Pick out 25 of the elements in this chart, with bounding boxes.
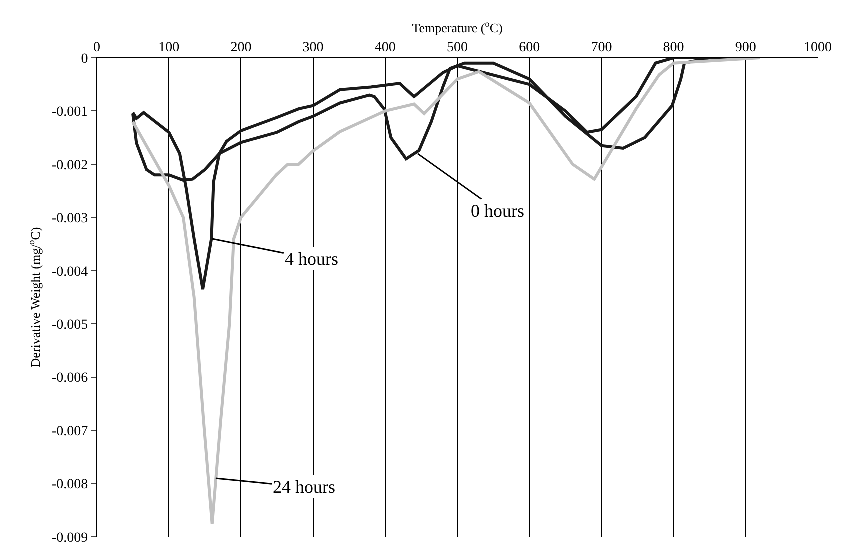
annotation: 4 hours xyxy=(285,249,338,269)
y-tick-label: -0.001 xyxy=(52,105,88,120)
x-tick-label: 1000 xyxy=(804,40,832,56)
x-tick-label: 400 xyxy=(374,40,396,56)
x-tick-label: 800 xyxy=(663,40,684,56)
x-tick-label: 300 xyxy=(302,40,324,56)
y-tick-label: -0.007 xyxy=(52,424,88,440)
annotation: 0 hours xyxy=(471,201,524,221)
y-tick-label: -0.008 xyxy=(52,478,88,493)
x-tick-label: 100 xyxy=(158,40,180,56)
y-tick-label: -0.006 xyxy=(52,371,88,386)
x-tick-label: 600 xyxy=(519,40,540,56)
x-tick-label: 0 xyxy=(94,40,100,56)
y-tick-label: -0.003 xyxy=(52,212,88,227)
y-tick-label: -0.009 xyxy=(52,530,88,546)
y-tick-label: 0 xyxy=(81,52,88,67)
y-tick-label: -0.002 xyxy=(52,158,88,174)
x-axis-title: Temperature ($^{o}$C) xyxy=(412,18,503,36)
x-tick-label: 700 xyxy=(591,40,612,56)
x-tick-label: 200 xyxy=(230,40,252,56)
x-tick-label: 500 xyxy=(447,40,468,56)
x-tick-label: 900 xyxy=(735,40,756,56)
y-tick-label: -0.005 xyxy=(52,318,88,334)
y-tick-label: -0.004 xyxy=(52,264,88,280)
annotation: 24 hours xyxy=(273,477,336,497)
